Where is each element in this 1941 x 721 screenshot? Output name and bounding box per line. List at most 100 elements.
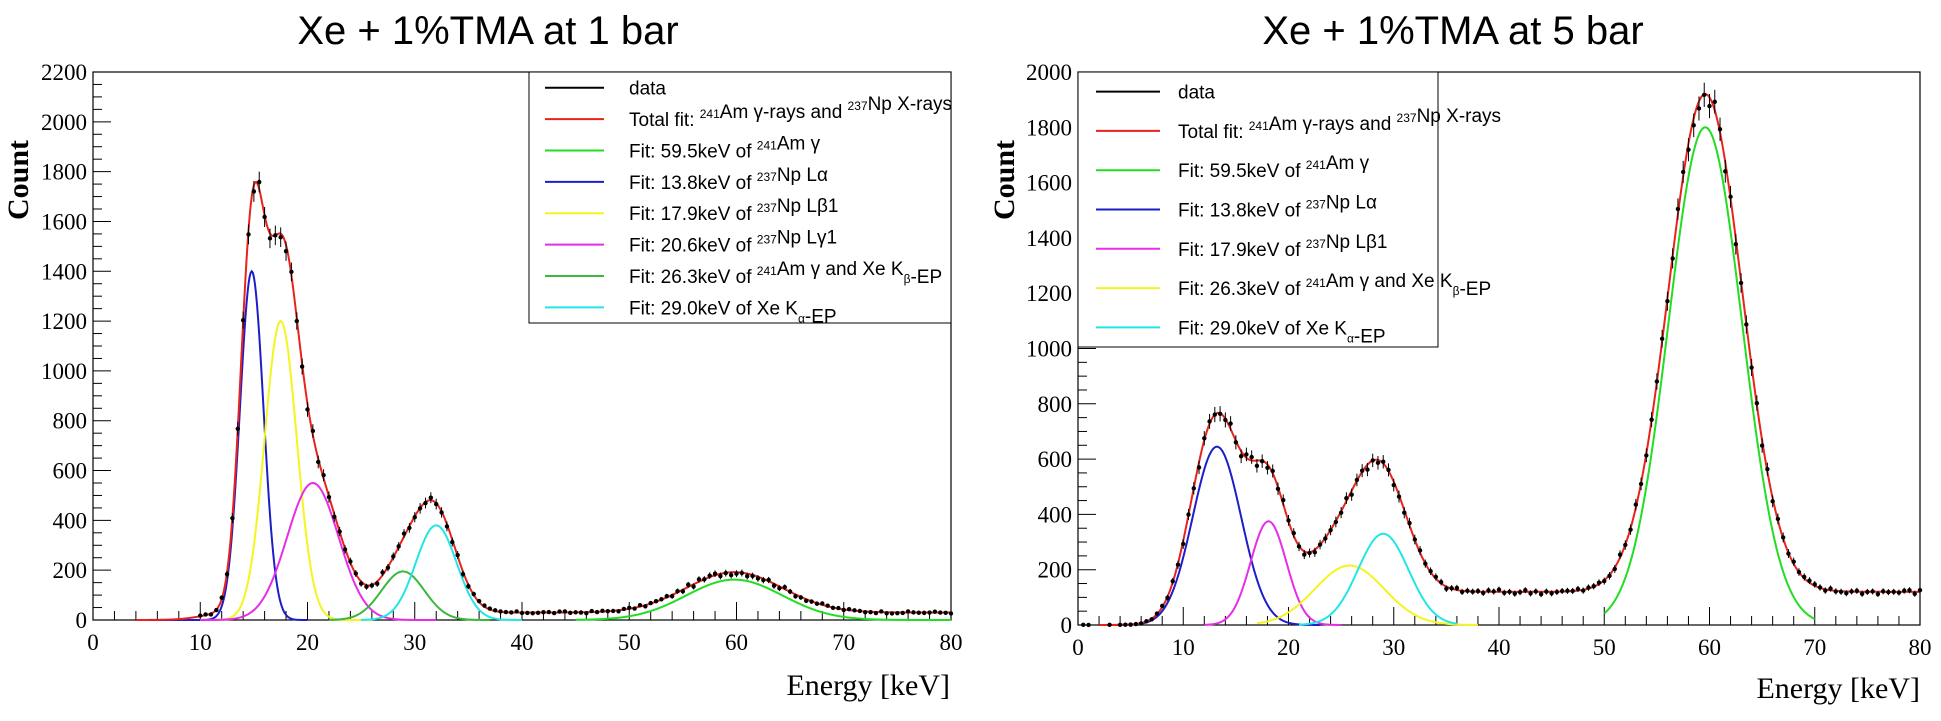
data-point bbox=[1754, 400, 1760, 406]
data-point bbox=[1828, 586, 1833, 591]
data-point bbox=[1154, 611, 1160, 616]
data-point bbox=[884, 611, 889, 616]
data-point bbox=[702, 577, 707, 582]
data-point bbox=[364, 584, 369, 589]
x-tick-label: 70 bbox=[832, 630, 855, 655]
data-point bbox=[1270, 468, 1275, 474]
legend-label-ka: Fit: 29.0keV of Xe Kα-EP bbox=[1178, 318, 1386, 347]
fit-curve-lb1 bbox=[1204, 520, 1342, 626]
data-point bbox=[310, 428, 316, 434]
data-point bbox=[1744, 322, 1749, 327]
data-point bbox=[1312, 550, 1318, 555]
y-tick-label: 0 bbox=[1061, 613, 1073, 638]
data-points bbox=[198, 171, 954, 618]
data-point bbox=[1465, 588, 1470, 593]
data-point bbox=[857, 608, 863, 614]
data-point bbox=[353, 571, 358, 576]
data-point bbox=[1402, 510, 1407, 515]
y-tick-label: 200 bbox=[53, 558, 88, 583]
y-tick-label: 600 bbox=[53, 459, 88, 484]
data-point bbox=[1817, 585, 1823, 590]
data-point bbox=[251, 189, 257, 194]
data-point bbox=[1381, 459, 1386, 464]
data-point bbox=[535, 610, 541, 616]
data-point bbox=[1344, 495, 1349, 501]
y-tick-label: 1800 bbox=[1026, 115, 1072, 140]
data-point bbox=[632, 606, 637, 611]
data-point bbox=[487, 606, 493, 611]
data-point bbox=[503, 609, 509, 615]
y-tick-label: 1800 bbox=[41, 160, 87, 185]
data-point bbox=[1333, 519, 1339, 525]
data-point bbox=[1123, 622, 1128, 627]
data-point bbox=[289, 269, 294, 275]
data-point bbox=[1386, 467, 1391, 473]
data-point bbox=[1586, 585, 1591, 590]
x-tick-label: 10 bbox=[1172, 635, 1195, 660]
data-point bbox=[1238, 454, 1244, 459]
data-point bbox=[1591, 584, 1596, 589]
data-point bbox=[278, 234, 283, 240]
data-point bbox=[1481, 590, 1486, 596]
data-point bbox=[321, 472, 326, 478]
data-point bbox=[777, 586, 782, 591]
data-point bbox=[846, 606, 852, 612]
data-point bbox=[198, 613, 203, 618]
data-point bbox=[1170, 579, 1175, 584]
data-point bbox=[1265, 465, 1270, 470]
data-point bbox=[262, 214, 267, 220]
data-point bbox=[1633, 502, 1639, 507]
data-point bbox=[1680, 169, 1686, 175]
fit-curve-lg1 bbox=[200, 481, 437, 621]
data-point bbox=[1838, 589, 1844, 594]
data-point bbox=[916, 610, 922, 615]
y-tick-label: 1600 bbox=[41, 209, 87, 234]
data-point bbox=[1523, 587, 1528, 593]
data-point bbox=[830, 605, 836, 611]
data-point bbox=[863, 609, 868, 615]
data-point bbox=[1438, 579, 1444, 585]
chart-title: Xe + 1%TMA at 1 bar bbox=[297, 9, 678, 53]
data-point bbox=[879, 609, 884, 614]
data-point bbox=[1391, 482, 1396, 488]
data-point bbox=[1507, 589, 1512, 595]
data-point bbox=[1396, 494, 1402, 499]
data-point bbox=[316, 459, 321, 465]
x-tick-label: 30 bbox=[403, 630, 426, 655]
data-point bbox=[1733, 242, 1739, 247]
y-tick-label: 200 bbox=[1038, 558, 1073, 583]
data-point bbox=[455, 552, 460, 558]
data-point bbox=[1291, 530, 1296, 536]
data-point bbox=[1880, 589, 1886, 594]
data-point bbox=[1338, 510, 1344, 515]
data-point bbox=[836, 605, 841, 611]
data-point bbox=[616, 609, 621, 614]
legend-label-lg1: Fit: 20.6keV of 237Np Lγ1 bbox=[629, 228, 837, 257]
x-tick-label: 60 bbox=[1698, 635, 1721, 660]
data-point bbox=[568, 610, 573, 616]
data-point bbox=[686, 582, 691, 587]
data-point bbox=[589, 608, 594, 614]
data-point bbox=[219, 595, 224, 600]
data-point bbox=[434, 501, 439, 507]
data-point bbox=[852, 608, 857, 613]
data-point bbox=[1296, 544, 1302, 549]
data-point bbox=[782, 584, 787, 590]
legend-label-la: Fit: 13.8keV of 237Np Lα bbox=[629, 165, 828, 194]
data-point bbox=[1770, 499, 1775, 504]
data-point bbox=[1559, 588, 1565, 594]
data-point bbox=[938, 610, 943, 615]
data-point bbox=[1323, 536, 1328, 541]
fit-curve-la bbox=[1109, 445, 1321, 626]
data-point bbox=[1812, 582, 1817, 587]
legend-label-lb1: Fit: 17.9keV of 237Np Lβ1 bbox=[1178, 232, 1387, 261]
data-point bbox=[680, 589, 686, 594]
data-point bbox=[712, 571, 718, 576]
x-tick-label: 50 bbox=[1593, 635, 1616, 660]
data-point bbox=[1696, 106, 1702, 111]
data-point bbox=[948, 611, 954, 616]
data-point bbox=[1780, 535, 1786, 540]
data-point bbox=[1791, 559, 1796, 564]
y-tick-label: 1400 bbox=[1026, 226, 1072, 251]
